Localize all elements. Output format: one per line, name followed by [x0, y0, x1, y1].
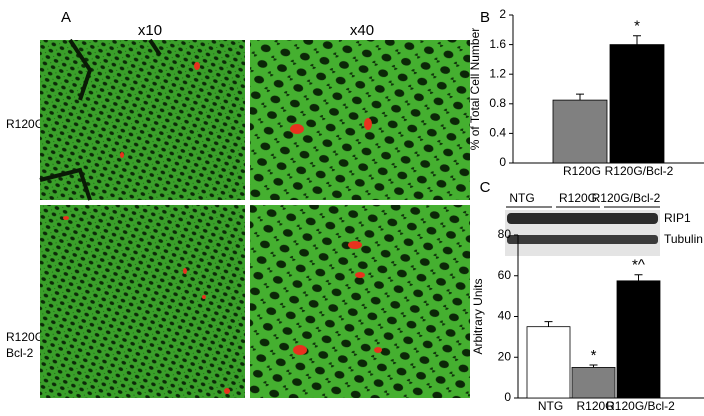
y-tick-label: 0: [499, 155, 506, 169]
annotation: *^: [632, 257, 645, 274]
band: [507, 213, 658, 224]
y-axis-label: % of Total Cell Number: [468, 28, 482, 151]
row-label: Bcl-2: [6, 346, 34, 360]
y-tick-label: 1.6: [489, 37, 506, 51]
band: [507, 235, 658, 244]
y-tick-label: 20: [498, 349, 512, 363]
error-bar: [544, 321, 553, 327]
error-bar: [634, 274, 643, 281]
x-tick-label: R120G/Bcl-2: [605, 164, 674, 178]
y-tick-label: 80: [498, 227, 512, 241]
row-label: R120G: [6, 117, 44, 131]
y-tick-label: 60: [498, 268, 512, 282]
panel-a: A x10 x40 R120G R120G/ Bcl-2: [6, 9, 470, 398]
red-cells: [63, 62, 382, 394]
y-tick-label: 1.2: [489, 66, 506, 80]
bar: [609, 44, 665, 164]
error-bar: [589, 364, 598, 368]
micrograph: [250, 40, 470, 200]
panel-letter: A: [61, 9, 71, 26]
x-tick-label: R120G: [563, 164, 601, 178]
y-tick-label: 2: [499, 7, 506, 21]
micrograph: [250, 205, 470, 398]
error-bar: [633, 35, 641, 45]
x-tick-label: R120G: [576, 399, 614, 413]
y-tick-label: 0: [504, 390, 511, 404]
blot-group: NTG: [509, 191, 534, 205]
band-label: RIP1: [664, 211, 691, 225]
panel-letter: C: [480, 179, 491, 196]
band-label: Tubulin: [664, 232, 703, 246]
row-label: R120G/: [6, 330, 48, 344]
blot-group: R120G/Bcl-2: [592, 191, 661, 205]
blot-group: R120G: [559, 191, 597, 205]
micrograph: [40, 40, 245, 200]
y-tick-label: 0.8: [489, 96, 506, 110]
bar: [526, 326, 571, 399]
x-tick-label: NTG: [538, 399, 563, 413]
blot: NTG R120G R120G/Bcl-2 RIP1 Tubulin: [505, 191, 703, 256]
bar: [616, 280, 661, 399]
column-label: x40: [350, 22, 374, 39]
column-label: x10: [138, 22, 162, 39]
panel-letter: B: [480, 9, 490, 26]
error-bar: [576, 93, 584, 101]
y-tick-label: 40: [498, 309, 512, 323]
y-axis-label: Arbitrary Units: [471, 278, 485, 354]
x-tick-label: R120G/Bcl-2: [606, 399, 675, 413]
annotation: *: [591, 347, 597, 364]
annotation: *: [634, 18, 640, 35]
bar: [571, 367, 616, 399]
micrograph: [40, 205, 245, 398]
y-tick-label: 0.4: [489, 126, 506, 140]
tissue-gap: [39, 38, 162, 201]
bar: [552, 99, 608, 164]
